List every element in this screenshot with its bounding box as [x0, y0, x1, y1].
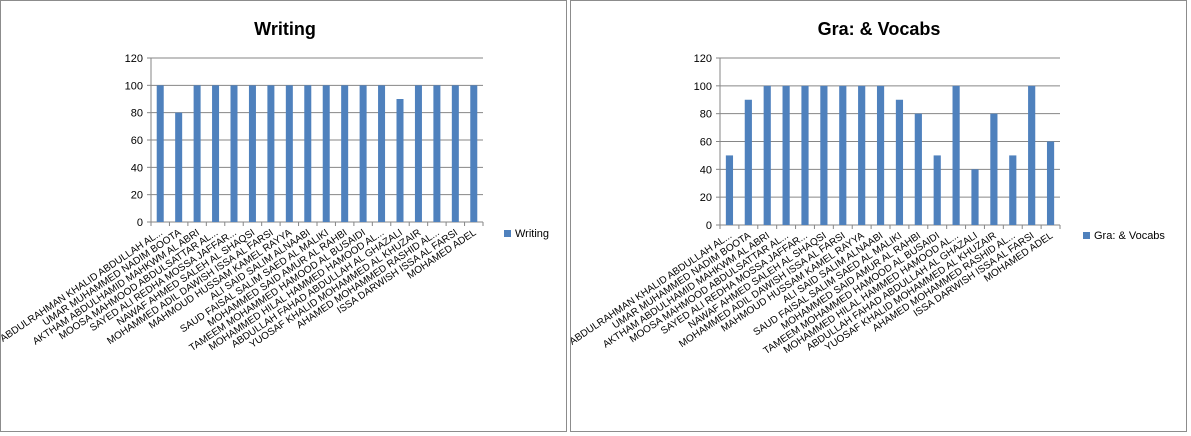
- y-tick-label: 100: [125, 80, 143, 92]
- grammar-vocab-chart: Gra: & Vocabs020406080100120ABDULRAHMAN …: [571, 19, 1165, 357]
- bar: [876, 85, 885, 225]
- bar: [451, 85, 459, 222]
- bar: [744, 99, 752, 225]
- bar: [341, 85, 349, 222]
- legend-swatch: [1083, 232, 1090, 239]
- bar: [725, 155, 734, 225]
- bar: [801, 85, 809, 225]
- bar: [378, 85, 386, 222]
- bar: [156, 85, 164, 222]
- grammar-vocab-chart-panel: Gra: & Vocabs 0 20 40 60 80 100 120 ABDULRAHMAN …: [570, 0, 1187, 432]
- bar: [193, 85, 201, 222]
- bar: [470, 85, 478, 222]
- bar: [1046, 141, 1055, 225]
- y-tick-label: 120: [694, 53, 712, 65]
- bar: [952, 85, 960, 225]
- bar: [433, 85, 441, 222]
- bar: [820, 85, 828, 225]
- y-tick-label: 20: [131, 190, 143, 202]
- y-tick-label: 60: [131, 135, 143, 147]
- y-tick-label: 40: [131, 162, 143, 174]
- bar: [175, 112, 183, 222]
- bar: [248, 85, 256, 222]
- bar: [763, 85, 771, 225]
- bar: [414, 85, 422, 222]
- writing-chart-panel: Writing 0 20 40 60 80 100 120 ABDULRAHMAN KHALID…: [0, 0, 567, 432]
- bar: [1028, 85, 1036, 225]
- bar: [396, 99, 404, 222]
- y-tick-label: 120: [125, 53, 143, 65]
- y-tick-label: 60: [700, 137, 712, 149]
- y-tick-label: 0: [137, 217, 143, 229]
- bar: [212, 85, 220, 222]
- y-tick-label: 80: [131, 108, 143, 120]
- bar: [914, 113, 922, 225]
- y-tick-label: 80: [700, 109, 712, 121]
- chart-title: Gra: & Vocabs: [818, 19, 941, 39]
- legend-swatch: [504, 230, 511, 237]
- bar: [322, 85, 330, 222]
- bar: [858, 85, 866, 225]
- bar: [359, 85, 367, 222]
- bar: [1009, 155, 1017, 225]
- bar: [304, 85, 312, 222]
- legend-label: Writing: [515, 228, 549, 240]
- bar: [782, 85, 790, 225]
- bar: [990, 113, 998, 225]
- y-tick-label: 0: [706, 220, 712, 232]
- y-tick-label: 100: [694, 81, 712, 93]
- legend-label: Gra: & Vocabs: [1094, 230, 1165, 242]
- bar: [839, 85, 847, 225]
- y-tick-label: 40: [700, 164, 712, 176]
- bar: [267, 85, 275, 222]
- bar: [230, 85, 238, 222]
- bar: [285, 85, 293, 222]
- bar: [933, 155, 941, 225]
- bar: [895, 99, 904, 225]
- chart-title: Writing: [254, 19, 316, 39]
- y-tick-label: 20: [700, 192, 712, 204]
- bar: [971, 169, 979, 225]
